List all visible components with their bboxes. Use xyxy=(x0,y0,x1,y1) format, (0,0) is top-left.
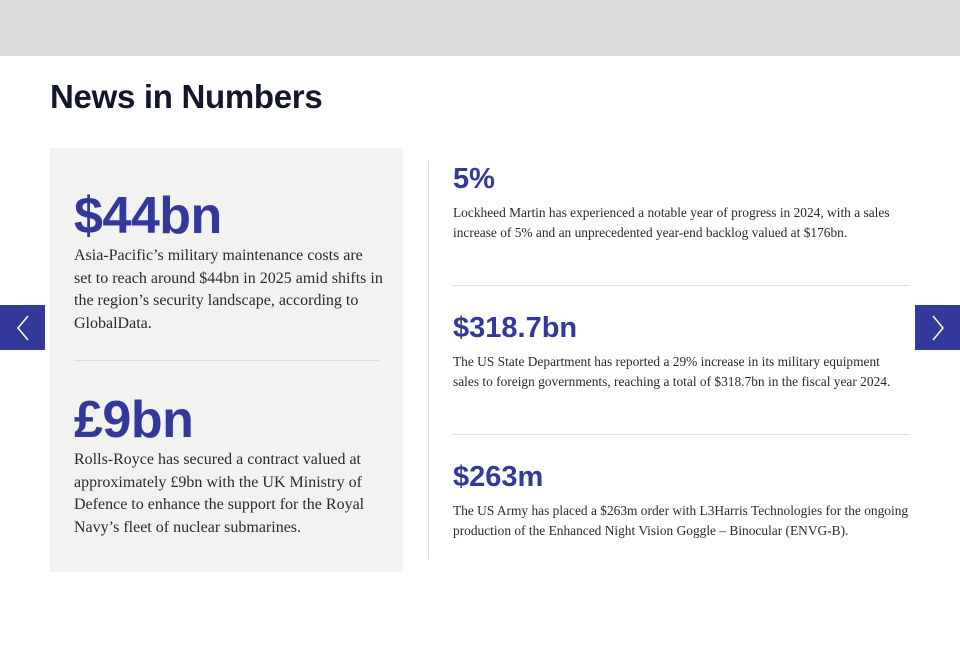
featured-stat-value: £9bn xyxy=(74,391,194,449)
featured-stat-value: $44bn xyxy=(74,187,222,245)
divider xyxy=(453,285,910,286)
featured-stat-text: Rolls-Royce has secured a contract value… xyxy=(74,451,365,536)
stat-text: The US State Department has reported a 2… xyxy=(453,354,891,389)
divider xyxy=(74,360,379,361)
featured-panel: $44bn Asia-Pacific’s military maintenanc… xyxy=(50,148,403,572)
divider xyxy=(453,434,910,435)
stat-value: 5% xyxy=(453,163,495,195)
chevron-left-icon xyxy=(16,315,30,341)
featured-stat-text: Asia-Pacific’s military maintenance cost… xyxy=(74,247,383,332)
stat-value: $318.7bn xyxy=(453,312,578,344)
stat-item: 5% Lockheed Martin has experienced a not… xyxy=(453,165,909,242)
stat-item: $263m The US Army has placed a $263m ord… xyxy=(453,463,909,540)
previous-button[interactable] xyxy=(0,305,45,350)
stat-item: $318.7bn The US State Department has rep… xyxy=(453,314,909,391)
page-title: News in Numbers xyxy=(50,78,323,115)
chevron-right-icon xyxy=(931,315,945,341)
stat-value: $263m xyxy=(453,461,544,493)
stat-text: The US Army has placed a $263m order wit… xyxy=(453,503,909,538)
next-button[interactable] xyxy=(915,305,960,350)
column-divider xyxy=(428,161,429,559)
stat-text: Lockheed Martin has experienced a notabl… xyxy=(453,205,890,240)
top-bar xyxy=(0,0,960,56)
